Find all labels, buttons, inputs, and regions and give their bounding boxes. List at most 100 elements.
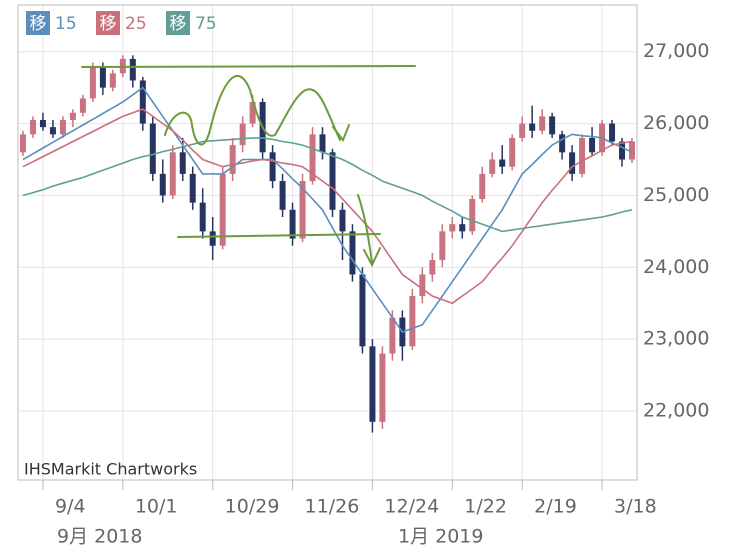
x-tick-label: 10/1 bbox=[135, 496, 178, 518]
legend: 移 15 移 25 移 75 bbox=[26, 11, 217, 35]
candle-body bbox=[179, 152, 186, 174]
candle-body bbox=[59, 119, 66, 135]
candle-body bbox=[339, 209, 346, 232]
candle-body bbox=[409, 296, 416, 347]
annotation-curve bbox=[164, 75, 341, 146]
candle-body bbox=[99, 66, 106, 88]
x-tick-label: 11/26 bbox=[305, 496, 360, 518]
y-tick-label: 27,000 bbox=[643, 40, 709, 62]
moving-average-line bbox=[22, 86, 633, 333]
candle-body bbox=[249, 102, 256, 124]
legend-badge-text: 移 bbox=[30, 14, 47, 34]
y-tick-label: 23,000 bbox=[643, 328, 709, 350]
candle-body bbox=[439, 231, 446, 261]
legend-badge bbox=[166, 11, 190, 35]
candle-body bbox=[469, 199, 476, 232]
candle-body bbox=[299, 181, 306, 239]
candle-body bbox=[499, 159, 506, 167]
candle-body bbox=[529, 123, 536, 131]
candle-body bbox=[159, 173, 166, 196]
candle-body bbox=[19, 134, 26, 153]
legend-label: 15 bbox=[55, 14, 77, 34]
candle-body bbox=[549, 116, 556, 135]
candle-body bbox=[69, 112, 76, 120]
candle-body bbox=[609, 123, 616, 142]
candle-body bbox=[349, 231, 356, 275]
candle-body bbox=[309, 134, 316, 182]
y-tick-label: 25,000 bbox=[643, 184, 709, 206]
candle-body bbox=[189, 173, 196, 203]
candle-body bbox=[359, 274, 366, 347]
candle-body bbox=[29, 119, 36, 135]
candle-body bbox=[449, 224, 456, 232]
candle-body bbox=[109, 73, 116, 88]
candle-body bbox=[379, 353, 386, 422]
x-group-label: 1月 2019 bbox=[398, 526, 483, 548]
legend-badge bbox=[26, 11, 50, 35]
plot-frame bbox=[17, 4, 638, 481]
moving-average-line bbox=[22, 137, 633, 233]
grid bbox=[18, 5, 637, 480]
candle-body bbox=[169, 152, 176, 196]
candle-body bbox=[199, 202, 206, 232]
y-tick-label: 22,000 bbox=[643, 400, 709, 422]
candle-body bbox=[39, 119, 46, 128]
candle-body bbox=[89, 66, 96, 99]
candle-body bbox=[79, 98, 86, 113]
annotation-curve bbox=[357, 194, 373, 263]
candle-body bbox=[49, 127, 56, 135]
candle-body bbox=[479, 173, 486, 200]
candle-body bbox=[489, 159, 496, 174]
candle-body bbox=[539, 116, 546, 131]
plot-marks bbox=[19, 55, 636, 433]
candle-body bbox=[459, 224, 466, 232]
credit: IHSMarkit Chartworks bbox=[24, 460, 197, 479]
candle-body bbox=[559, 134, 566, 153]
x-tick-label: 3/18 bbox=[614, 496, 657, 518]
legend-badge-text: 移 bbox=[100, 14, 117, 34]
x-tick-label: 10/29 bbox=[225, 496, 280, 518]
x-tick-label: 2/19 bbox=[534, 496, 577, 518]
annotation-arrow bbox=[363, 247, 381, 268]
candle-body bbox=[239, 123, 246, 146]
candle-body bbox=[619, 141, 626, 160]
legend-label: 75 bbox=[195, 14, 217, 34]
x-tick-label: 1/22 bbox=[464, 496, 507, 518]
hand-annotations bbox=[81, 65, 416, 268]
candle-body bbox=[419, 274, 426, 297]
candle-body bbox=[289, 209, 296, 239]
x-tick-label: 9/4 bbox=[55, 496, 86, 518]
candle-body bbox=[579, 137, 586, 174]
moving-average-line bbox=[22, 108, 633, 305]
candle-body bbox=[279, 181, 286, 210]
candle-body bbox=[429, 260, 436, 275]
candle-body bbox=[629, 141, 636, 160]
x-group-label: 9月 2018 bbox=[57, 526, 142, 548]
candle-body bbox=[389, 317, 396, 354]
x-tick-label: 12/24 bbox=[384, 496, 439, 518]
candle-body bbox=[149, 123, 156, 174]
candle-body bbox=[269, 152, 276, 182]
legend-badge bbox=[96, 11, 120, 35]
candle-body bbox=[229, 145, 236, 174]
candle-body bbox=[509, 137, 516, 167]
candle-body bbox=[589, 137, 596, 153]
candle-body bbox=[519, 123, 526, 138]
annotation-line bbox=[81, 65, 416, 68]
legend-label: 25 bbox=[125, 14, 147, 34]
annotation-line bbox=[177, 233, 381, 238]
candle-body bbox=[129, 58, 136, 81]
y-tick-label: 24,000 bbox=[643, 256, 709, 278]
annotation-arrow bbox=[332, 124, 350, 143]
candle-body bbox=[139, 80, 146, 124]
y-tick-label: 26,000 bbox=[643, 112, 709, 134]
candle-body bbox=[569, 152, 576, 174]
candle-body bbox=[369, 346, 376, 422]
candle-body bbox=[209, 231, 216, 246]
legend-badge-text: 移 bbox=[170, 14, 187, 34]
candle-body bbox=[319, 134, 326, 153]
candle-body bbox=[329, 152, 336, 210]
candle-body bbox=[219, 173, 226, 246]
